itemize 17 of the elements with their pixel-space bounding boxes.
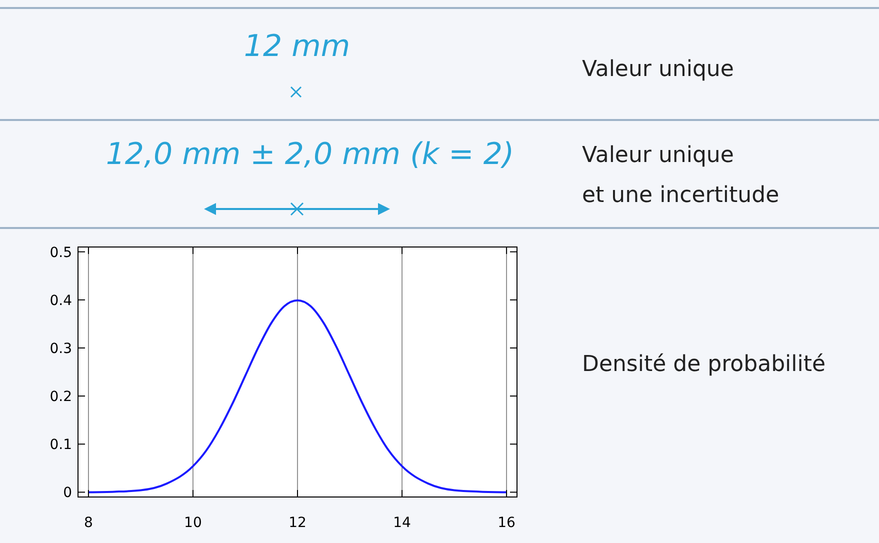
line-series — [87, 299, 508, 494]
y-tick-label: 0.1 — [50, 437, 72, 454]
x-tick-label: 10 — [184, 515, 202, 531]
y-tick-label: 0 — [63, 485, 72, 502]
y-tick-label: 0.3 — [50, 340, 72, 357]
x-tick-label: 8 — [84, 515, 93, 531]
text: 12 mm — [244, 29, 350, 64]
text: Densité de probabilité — [582, 352, 826, 377]
x-tick-label: 12 — [288, 515, 306, 531]
x-tick-label: 16 — [498, 515, 516, 531]
text: Valeur unique et une incertitude — [582, 143, 780, 208]
y-tick-label: 0.4 — [50, 292, 72, 309]
y-tick-label: 0.2 — [50, 389, 72, 406]
x-tick-label: 14 — [393, 515, 412, 531]
text: 12,0 mm ± 2,0 mm (k = 2) — [106, 137, 514, 172]
text: Valeur unique — [582, 57, 734, 82]
y-tick-label: 0.5 — [50, 244, 72, 261]
